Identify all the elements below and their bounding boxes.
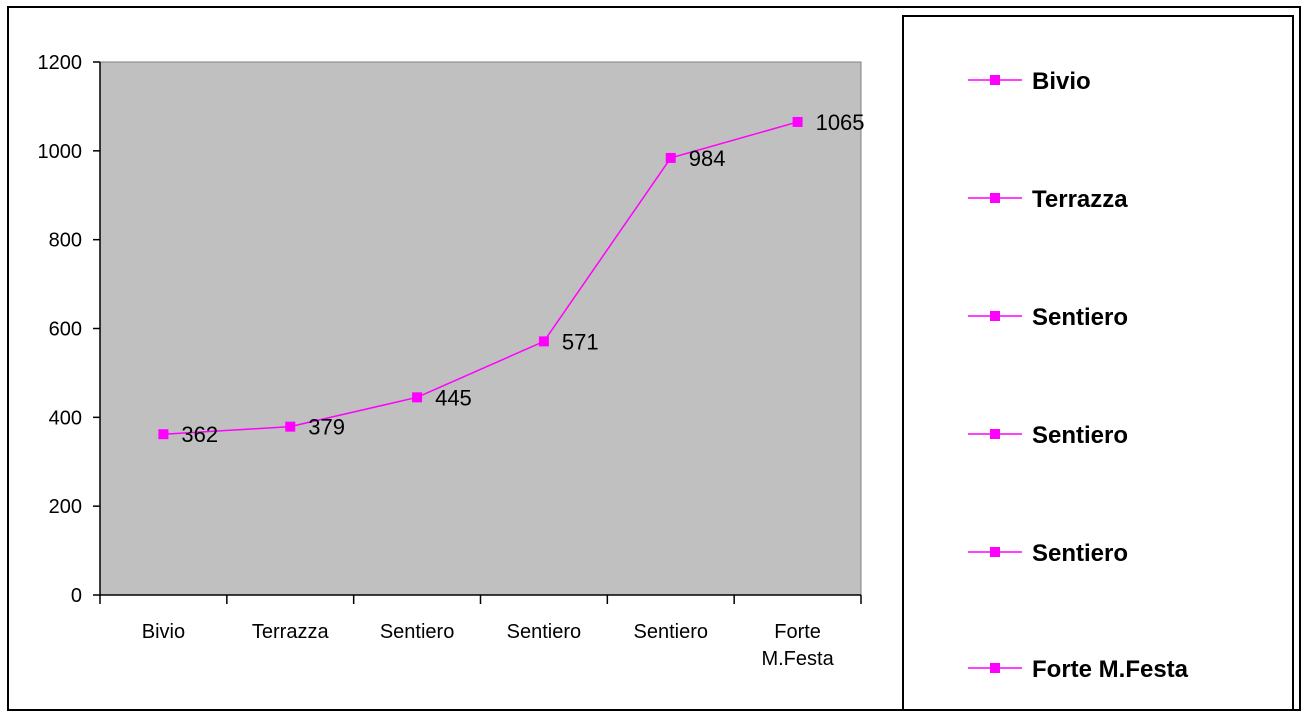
legend-marker-icon bbox=[990, 547, 1000, 557]
y-tick-label: 400 bbox=[49, 407, 82, 429]
legend-label: Sentiero bbox=[1032, 422, 1128, 449]
legend-label: Terrazza bbox=[1032, 186, 1128, 213]
legend-marker-icon bbox=[990, 75, 1000, 85]
y-tick-label: 800 bbox=[49, 230, 82, 252]
legend-marker-icon bbox=[990, 311, 1000, 321]
data-label: 445 bbox=[435, 385, 472, 410]
y-tick-label: 600 bbox=[49, 319, 82, 341]
data-point-marker bbox=[538, 336, 549, 347]
plot-area bbox=[99, 61, 862, 596]
data-label: 1065 bbox=[816, 110, 865, 135]
y-tick-label: 1000 bbox=[38, 141, 83, 163]
data-point-marker bbox=[665, 152, 676, 163]
y-tick-label: 200 bbox=[49, 496, 82, 518]
y-tick-label: 0 bbox=[71, 585, 82, 607]
legend: Bivio Terrazza Sentiero Sentiero Sentiero For… bbox=[968, 68, 1189, 683]
series-layer: 362 379 445 571 984 1065 bbox=[158, 110, 865, 447]
legend-label: Forte M.Festa bbox=[1032, 656, 1189, 683]
data-point-marker bbox=[285, 421, 296, 432]
legend-box bbox=[902, 15, 1294, 711]
legend-label: Sentiero bbox=[1032, 540, 1128, 567]
data-point-marker bbox=[412, 392, 423, 403]
x-tick-label: Sentiero bbox=[634, 621, 709, 643]
legend-label: Sentiero bbox=[1032, 304, 1128, 331]
legend-marker-icon bbox=[990, 663, 1000, 673]
legend-marker-icon bbox=[990, 429, 1000, 439]
x-axis-ticks: Bivio Terrazza Sentiero Sentiero Sentiero For… bbox=[99, 595, 862, 670]
data-point-marker bbox=[158, 429, 169, 440]
y-axis-ticks: 0 200 400 600 800 1000 1200 bbox=[38, 52, 100, 607]
x-tick-label: Bivio bbox=[142, 621, 185, 643]
data-label: 379 bbox=[308, 415, 345, 440]
legend-label: Bivio bbox=[1032, 68, 1091, 95]
data-point-marker bbox=[792, 116, 803, 127]
series-line bbox=[163, 121, 798, 435]
data-label: 571 bbox=[562, 329, 599, 354]
data-label: 362 bbox=[181, 422, 218, 447]
x-tick-label: Forte M.Festa bbox=[761, 621, 834, 670]
x-tick-label: Sentiero bbox=[380, 621, 455, 643]
data-label: 984 bbox=[689, 146, 726, 171]
y-tick-label: 1200 bbox=[38, 52, 83, 74]
legend-marker-icon bbox=[990, 193, 1000, 203]
x-tick-label: Terrazza bbox=[252, 621, 330, 643]
x-tick-label: Sentiero bbox=[507, 621, 582, 643]
